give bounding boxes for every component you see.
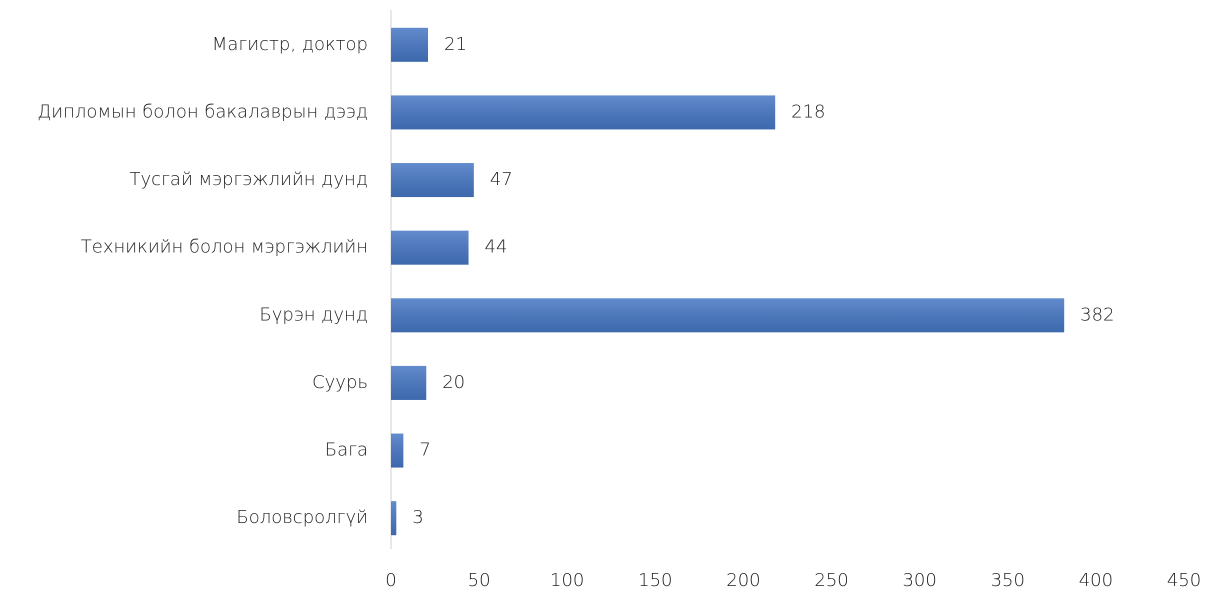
value-label: 20	[442, 372, 465, 393]
x-tick-label: 150	[638, 570, 672, 591]
value-label: 382	[1080, 304, 1114, 325]
x-tick-label: 300	[902, 570, 936, 591]
x-tick-label: 250	[814, 570, 848, 591]
value-label: 7	[419, 440, 430, 461]
value-label: 21	[444, 34, 467, 55]
bar	[391, 27, 429, 62]
bar	[391, 230, 469, 265]
x-tick-label: 0	[385, 570, 396, 591]
y-tick-label: Бүрэн дунд	[259, 304, 368, 325]
x-tick-label: 200	[726, 570, 760, 591]
bar	[391, 501, 397, 536]
bar	[391, 365, 427, 400]
x-tick-label: 400	[1079, 570, 1113, 591]
value-label: 218	[791, 101, 825, 122]
x-tick-label: 100	[550, 570, 584, 591]
y-tick-label: Техникийн болон мэргэжлийн	[81, 237, 368, 258]
y-tick-label: Тусгай мэргэжлийн дунд	[130, 169, 368, 190]
bar	[391, 95, 776, 130]
bar	[391, 433, 404, 468]
x-tick-label: 50	[468, 570, 491, 591]
y-tick-label: Магистр, доктор	[212, 34, 368, 55]
x-tick-label: 450	[1167, 570, 1201, 591]
x-tick-label: 350	[991, 570, 1025, 591]
y-tick-label: Бага	[325, 440, 368, 461]
value-label: 47	[490, 169, 513, 190]
y-tick-label: Суурь	[312, 372, 368, 393]
value-label: 3	[412, 507, 423, 528]
bar	[391, 163, 474, 198]
y-tick-label: Боловсролгүй	[236, 507, 368, 528]
value-label: 44	[485, 237, 508, 258]
bar	[391, 298, 1065, 333]
y-tick-label: Дипломын болон бакалаврын дээд	[37, 101, 368, 122]
